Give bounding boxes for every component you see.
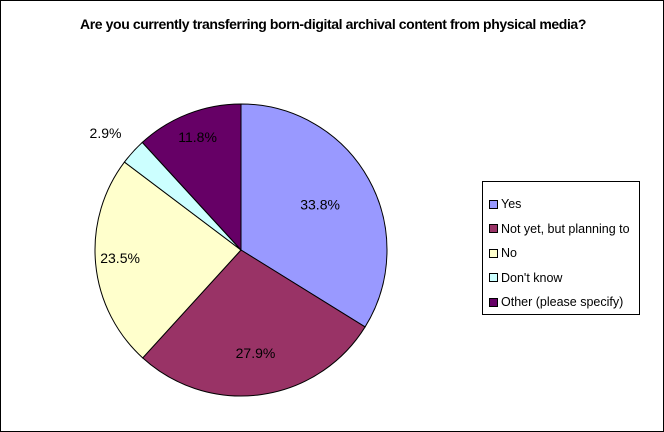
- legend-label: Yes: [501, 197, 522, 212]
- legend: Yes Not yet, but planning to No Don't know O…: [482, 181, 640, 315]
- legend-item-not-yet-but-planning-to: Not yet, but planning to: [489, 217, 639, 242]
- legend-label: Don't know: [501, 270, 563, 285]
- legend-item-no: No: [489, 241, 639, 266]
- data-label-don-t-know: 2.9%: [90, 125, 122, 141]
- legend-label: No: [501, 246, 517, 261]
- legend-item-yes: Yes: [489, 192, 639, 217]
- legend-label: Other (please specify): [501, 295, 624, 310]
- pie-slice-other-please-specify: [141, 103, 242, 252]
- pie-slice-not-yet-but-planning-to: [141, 249, 366, 397]
- pie-slice-no: [94, 161, 242, 359]
- pie-slice-yes: [240, 103, 388, 328]
- data-label-other-please-specify: 11.8%: [178, 129, 217, 145]
- chart-title: Are you currently transferring born-digi…: [80, 16, 586, 32]
- legend-swatch: [489, 199, 498, 209]
- legend-swatch: [489, 297, 498, 307]
- legend-swatch: [489, 248, 498, 258]
- legend-item-other-please-specify: Other (please specify): [489, 290, 639, 315]
- legend-item-don-t-know: Don't know: [489, 266, 639, 291]
- legend-swatch: [489, 273, 498, 283]
- legend-swatch: [489, 224, 498, 234]
- data-label-not-yet-but-planning-to: 27.9%: [236, 345, 276, 361]
- data-label-yes: 33.8%: [300, 197, 340, 213]
- legend-label: Not yet, but planning to: [501, 221, 630, 236]
- data-label-no: 23.5%: [100, 250, 140, 266]
